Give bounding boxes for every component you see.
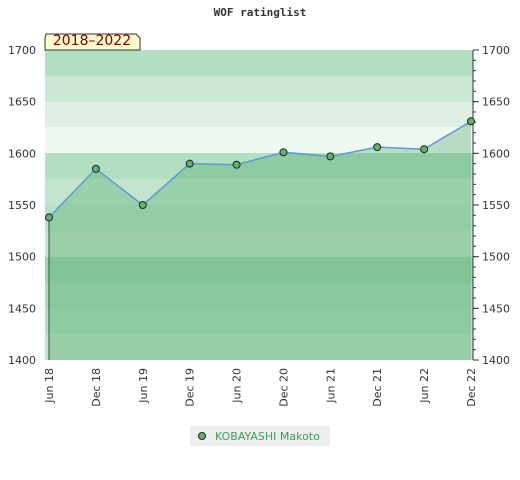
background-bands	[45, 50, 473, 360]
x-tick-label: Jun 19	[137, 368, 150, 404]
y2-tick-label: 1550	[482, 199, 510, 212]
x-tick-label: Dec 19	[184, 368, 197, 407]
x-tick-label: Dec 18	[90, 368, 103, 407]
chart-title: WOF ratinglist	[214, 6, 307, 19]
legend-box	[190, 426, 330, 446]
marker	[279, 148, 288, 157]
y2-tick-label: 1650	[482, 96, 510, 109]
marker	[467, 117, 475, 126]
badge-box	[44, 33, 141, 51]
marker	[326, 152, 335, 161]
line	[48, 120, 472, 218]
marker	[232, 160, 241, 169]
x-tick-label: Jun 20	[231, 368, 244, 404]
x-tick-label: Jun 21	[324, 368, 337, 404]
x-tick-label: Jun 22	[418, 368, 431, 404]
x-tick-label: Dec 21	[371, 368, 384, 407]
x-tick-label: Jun 18	[43, 368, 56, 404]
y-tick-label: 1400	[8, 354, 36, 367]
legend-label: KOBAYASHI Makoto	[215, 430, 320, 443]
y-tick-label: 1700	[8, 44, 36, 57]
y-tick-label: 1550	[8, 199, 36, 212]
y-tick-label: 1450	[8, 302, 36, 315]
marker	[373, 143, 382, 152]
y-tick-label: 1650	[8, 96, 36, 109]
y2-tick-label: 1450	[482, 302, 510, 315]
x-tick-label: Dec 22	[465, 368, 478, 407]
legend-marker	[198, 432, 206, 440]
x-tick-label: Dec 20	[277, 368, 290, 407]
marker	[45, 213, 53, 222]
y2-tick-label: 1600	[482, 147, 510, 160]
marker	[185, 159, 194, 168]
y-tick-label: 1600	[8, 147, 36, 160]
marker	[138, 201, 147, 209]
area-fill	[49, 121, 471, 360]
y2-tick-label: 1700	[482, 44, 510, 57]
badge: 2018–2022	[53, 33, 131, 49]
y2-tick-label: 1400	[482, 354, 510, 367]
marker	[91, 164, 100, 173]
marker	[420, 145, 429, 154]
y2-tick-label: 1500	[482, 251, 510, 264]
y-tick-label: 1500	[8, 251, 36, 264]
